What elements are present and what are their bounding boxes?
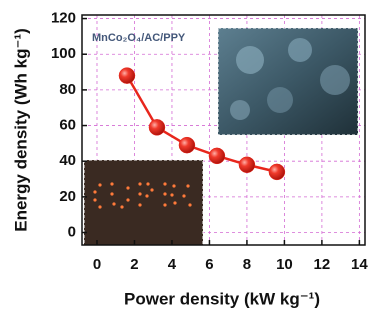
led-image: [84, 160, 203, 245]
y-tick-label: 20: [59, 188, 76, 205]
x-tick-label: 12: [314, 256, 331, 273]
data-point: [149, 119, 165, 135]
x-tick-label: 14: [351, 256, 368, 273]
x-tick-label: 2: [130, 256, 138, 273]
y-tick-label: 40: [59, 152, 76, 169]
particle: [288, 38, 312, 62]
data-point: [179, 137, 195, 153]
particle: [267, 87, 293, 113]
data-point: [209, 148, 225, 164]
x-tick-label: 4: [168, 256, 177, 273]
data-point: [269, 164, 285, 180]
particle: [320, 65, 350, 95]
data-point: [119, 68, 135, 84]
sem-inset: [218, 28, 358, 135]
x-tick-label: 8: [243, 256, 251, 273]
particle: [236, 46, 264, 74]
y-tick-label: 0: [68, 223, 76, 240]
annotation: MnCo₂O₄/AC/PPY: [92, 32, 186, 44]
y-tick-label: 120: [51, 10, 76, 27]
y-tick-label: 60: [59, 117, 76, 134]
led-inset: [84, 160, 203, 245]
data-point: [239, 157, 255, 173]
x-tick-label: 10: [276, 256, 293, 273]
y-tick-label: 100: [51, 45, 76, 62]
x-axis-label: Power density (kW kg⁻¹): [124, 289, 320, 308]
x-tick-label: 6: [205, 256, 213, 273]
y-tick-label: 80: [59, 81, 76, 98]
x-tick-label: 0: [93, 256, 101, 273]
y-axis-label: Energy density (Wh kg⁻¹): [11, 28, 30, 232]
chart: MnCo₂O₄/AC/PPY Power density (kW kg⁻¹) E…: [0, 0, 377, 314]
particle: [230, 100, 250, 120]
